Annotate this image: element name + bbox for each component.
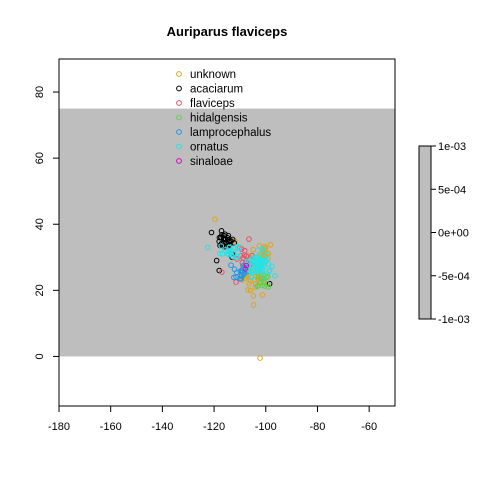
data-point: [233, 274, 239, 280]
data-point: [246, 259, 253, 266]
plot-region: -180 -160 -140 -120 -100 -80 -60 0 20 40 60 80: [34, 58, 396, 433]
data-point: [226, 241, 233, 248]
legend-label: hidalgensis: [190, 113, 248, 125]
legend-marker: [176, 158, 182, 164]
x-tick-label: -100: [255, 421, 277, 433]
data-point: [204, 244, 211, 251]
data-point: [246, 280, 252, 287]
data-point: [213, 257, 220, 264]
y-tick-label: 0: [34, 353, 46, 359]
legend-label: lamprocephalus: [190, 127, 271, 139]
data-point: [266, 267, 273, 274]
data-point: [257, 355, 263, 361]
data-point: [267, 241, 274, 248]
data-point: [265, 284, 272, 290]
data-point: [221, 235, 227, 242]
data-point: [262, 258, 269, 265]
data-point: [248, 274, 255, 281]
colorbar-tick-label: -1e-03: [438, 314, 470, 326]
data-point: [231, 266, 238, 273]
data-point: [269, 263, 275, 270]
data-point: [259, 292, 266, 298]
data-point: [257, 279, 264, 285]
series-ornatus: [204, 243, 278, 281]
y-tick-label: 80: [34, 86, 46, 98]
data-point: [218, 228, 225, 234]
data-point: [251, 257, 258, 263]
legend-marker: [176, 143, 182, 150]
data-point: [250, 293, 257, 299]
legend-marker: [176, 114, 182, 121]
colorbar: 1e-03 5e-04 0e+00 -5e-04 -1e-03: [418, 141, 470, 326]
colorbar-tick-label: 5e-04: [438, 184, 466, 196]
data-point: [260, 273, 267, 280]
data-point: [247, 287, 254, 294]
data-point: [226, 250, 232, 257]
data-point: [260, 247, 266, 253]
data-point: [245, 287, 251, 293]
colorbar-tick-label: -5e-04: [438, 271, 470, 283]
x-tick-label: -140: [151, 421, 173, 433]
data-point: [259, 246, 265, 252]
data-point: [234, 254, 241, 260]
data-point: [254, 283, 261, 290]
legend-marker: [176, 71, 182, 77]
data-point: [255, 282, 261, 289]
y-tick-label: 40: [34, 218, 46, 230]
legend-label: unknown: [190, 69, 236, 81]
data-point: [257, 256, 263, 262]
data-point: [249, 263, 256, 270]
y-tick-label: 20: [34, 284, 46, 296]
x-tick-label: -180: [48, 421, 70, 433]
legend-label: acaciarum: [190, 84, 243, 96]
x-tick-label: -160: [100, 421, 122, 433]
data-point: [208, 229, 215, 236]
x-tick-label: -120: [203, 421, 225, 433]
legend-label: sinaloae: [190, 156, 233, 168]
data-point: [212, 216, 218, 223]
data-point: [231, 274, 237, 281]
y-tick-label: 60: [34, 152, 46, 164]
series-sinaloae: [242, 262, 250, 272]
legend-marker: [176, 100, 182, 106]
data-point: [227, 238, 233, 244]
legend-label: ornatus: [190, 142, 229, 154]
data-point: [219, 269, 225, 275]
data-point: [216, 238, 222, 245]
legend: unknown acaciarum flaviceps hidalgensis lamp…: [176, 69, 271, 168]
chart-title: Auriparus flaviceps: [167, 24, 288, 39]
data-point: [250, 302, 257, 308]
data-point: [260, 278, 267, 285]
data-point: [244, 258, 251, 265]
legend-label: flaviceps: [190, 98, 235, 110]
legend-marker: [176, 129, 182, 135]
data-point: [272, 272, 278, 279]
data-point: [228, 262, 234, 269]
data-point: [242, 266, 248, 272]
data-point: [219, 251, 226, 257]
data-point: [243, 262, 250, 269]
data-point: [217, 250, 223, 257]
data-point: [238, 275, 245, 282]
data-point: [266, 280, 273, 287]
x-tick-label: -60: [361, 421, 377, 433]
data-point: [264, 252, 270, 258]
data-point: [222, 247, 229, 253]
x-tick-label: -80: [310, 421, 326, 433]
legend-marker: [176, 85, 182, 92]
data-point: [218, 243, 225, 249]
data-point: [255, 262, 261, 268]
data-point: [221, 236, 228, 242]
data-point: [234, 243, 241, 250]
colorbar-bar: [418, 145, 432, 320]
data-point: [265, 268, 272, 275]
plot-frame: [58, 58, 396, 407]
colorbar-tick-label: 0e+00: [438, 228, 469, 240]
colorbar-tick-label: 1e-03: [438, 141, 466, 153]
data-point: [246, 236, 252, 242]
